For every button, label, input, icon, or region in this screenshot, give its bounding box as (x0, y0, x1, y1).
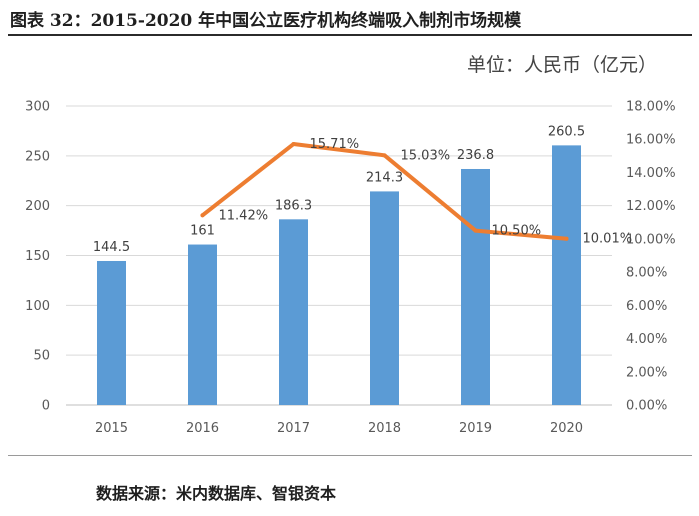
line-data-label: 11.42% (219, 208, 269, 223)
line-data-label: 10.50% (492, 224, 542, 239)
right-tick-label: 12.00% (626, 199, 676, 214)
line-point (473, 228, 478, 233)
bar-data-label: 186.3 (275, 198, 312, 213)
bar-data-label: 236.8 (457, 148, 494, 163)
right-tick-label: 10.00% (626, 232, 676, 247)
axis-ticks: 0 50 100 150 200 250 300 0.00% 2.00% 4.00% 6.00% 8.… (25, 100, 675, 437)
bar (370, 191, 399, 405)
x-tick-label: 2019 (459, 421, 492, 436)
chart-title: 图表 32：2015-2020 年中国公立医疗机构终端吸入制剂市场规模 (10, 11, 522, 31)
line-point (291, 142, 296, 147)
line-data-label: 15.03% (401, 148, 451, 163)
bar (97, 260, 126, 405)
left-tick-label: 250 (25, 149, 50, 164)
right-tick-label: 2.00% (626, 365, 667, 380)
line-series (200, 142, 569, 241)
right-tick-label: 6.00% (626, 299, 667, 314)
bar (552, 145, 581, 405)
left-tick-label: 50 (33, 349, 50, 364)
title-rule (8, 34, 692, 36)
line-point (200, 213, 205, 218)
line-data-label: 10.01% (583, 232, 633, 247)
left-tick-label: 100 (25, 299, 50, 314)
bar-data-label: 144.5 (93, 240, 130, 255)
left-tick-label: 200 (25, 199, 50, 214)
left-tick-label: 300 (25, 100, 50, 115)
bar-series (97, 145, 581, 405)
line-data-label: 15.71% (310, 137, 360, 152)
x-tick-label: 2020 (550, 421, 583, 436)
x-tick-label: 2017 (277, 421, 310, 436)
bar (188, 244, 217, 405)
bar-data-label: 161 (190, 224, 215, 239)
right-tick-label: 18.00% (626, 100, 676, 115)
x-tick-label: 2015 (95, 421, 128, 436)
right-tick-label: 8.00% (626, 266, 667, 281)
right-tick-label: 16.00% (626, 133, 676, 148)
unit-label: 单位：人民币（亿元） (466, 54, 657, 76)
line-point (564, 236, 569, 241)
bar-data-label: 214.3 (366, 170, 403, 185)
x-tick-label: 2018 (368, 421, 401, 436)
gridlines (66, 105, 612, 406)
source-note: 数据来源：米内数据库、智银资本 (96, 484, 337, 503)
bar-data-label: 260.5 (548, 124, 585, 139)
x-tick-label: 2016 (186, 421, 219, 436)
right-tick-label: 4.00% (626, 332, 667, 347)
left-tick-label: 0 (42, 399, 50, 414)
left-tick-label: 150 (25, 249, 50, 264)
bar (279, 219, 308, 405)
right-tick-label: 14.00% (626, 166, 676, 181)
source-rule (8, 455, 692, 456)
line-point (382, 153, 387, 158)
data-labels: 144.5 161 186.3 214.3 236.8 260.5 11.42% 15.71%… (93, 124, 632, 255)
right-tick-label: 0.00% (626, 399, 667, 414)
bar (461, 168, 490, 405)
